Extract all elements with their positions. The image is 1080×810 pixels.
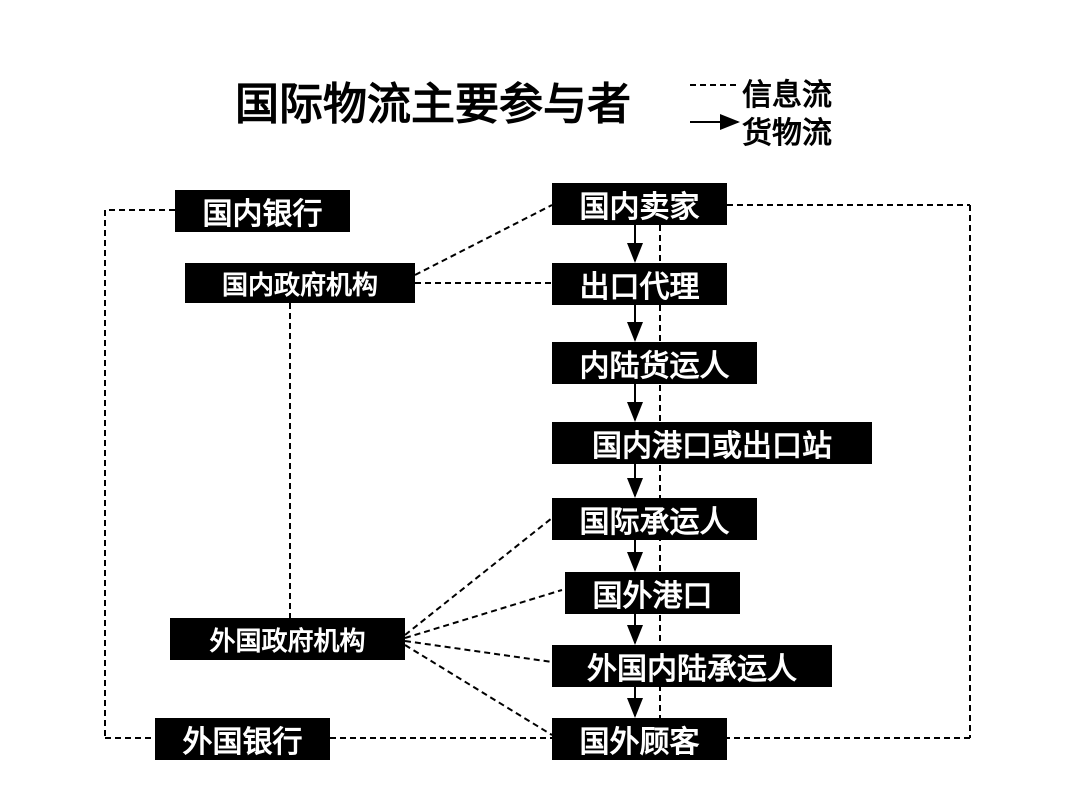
node-domestic_seller: 国内卖家	[552, 183, 727, 225]
node-foreign_customer: 国外顾客	[552, 718, 727, 760]
node-foreign_inland: 外国内陆承运人	[552, 645, 832, 687]
node-export_agent: 出口代理	[552, 263, 727, 305]
node-foreign_bank: 外国银行	[155, 718, 330, 760]
node-domestic_port: 国内港口或出口站	[552, 422, 872, 464]
node-intl_carrier: 国际承运人	[552, 498, 757, 540]
node-foreign_port: 国外港口	[565, 572, 740, 614]
node-domestic_gov: 国内政府机构	[185, 263, 415, 303]
diagram-title: 国际物流主要参与者	[235, 68, 631, 132]
legend-goods-label: 货物流	[742, 108, 832, 152]
node-foreign_gov: 外国政府机构	[170, 618, 405, 660]
node-domestic_bank: 国内银行	[175, 190, 350, 232]
node-inland_freight: 内陆货运人	[552, 342, 757, 384]
